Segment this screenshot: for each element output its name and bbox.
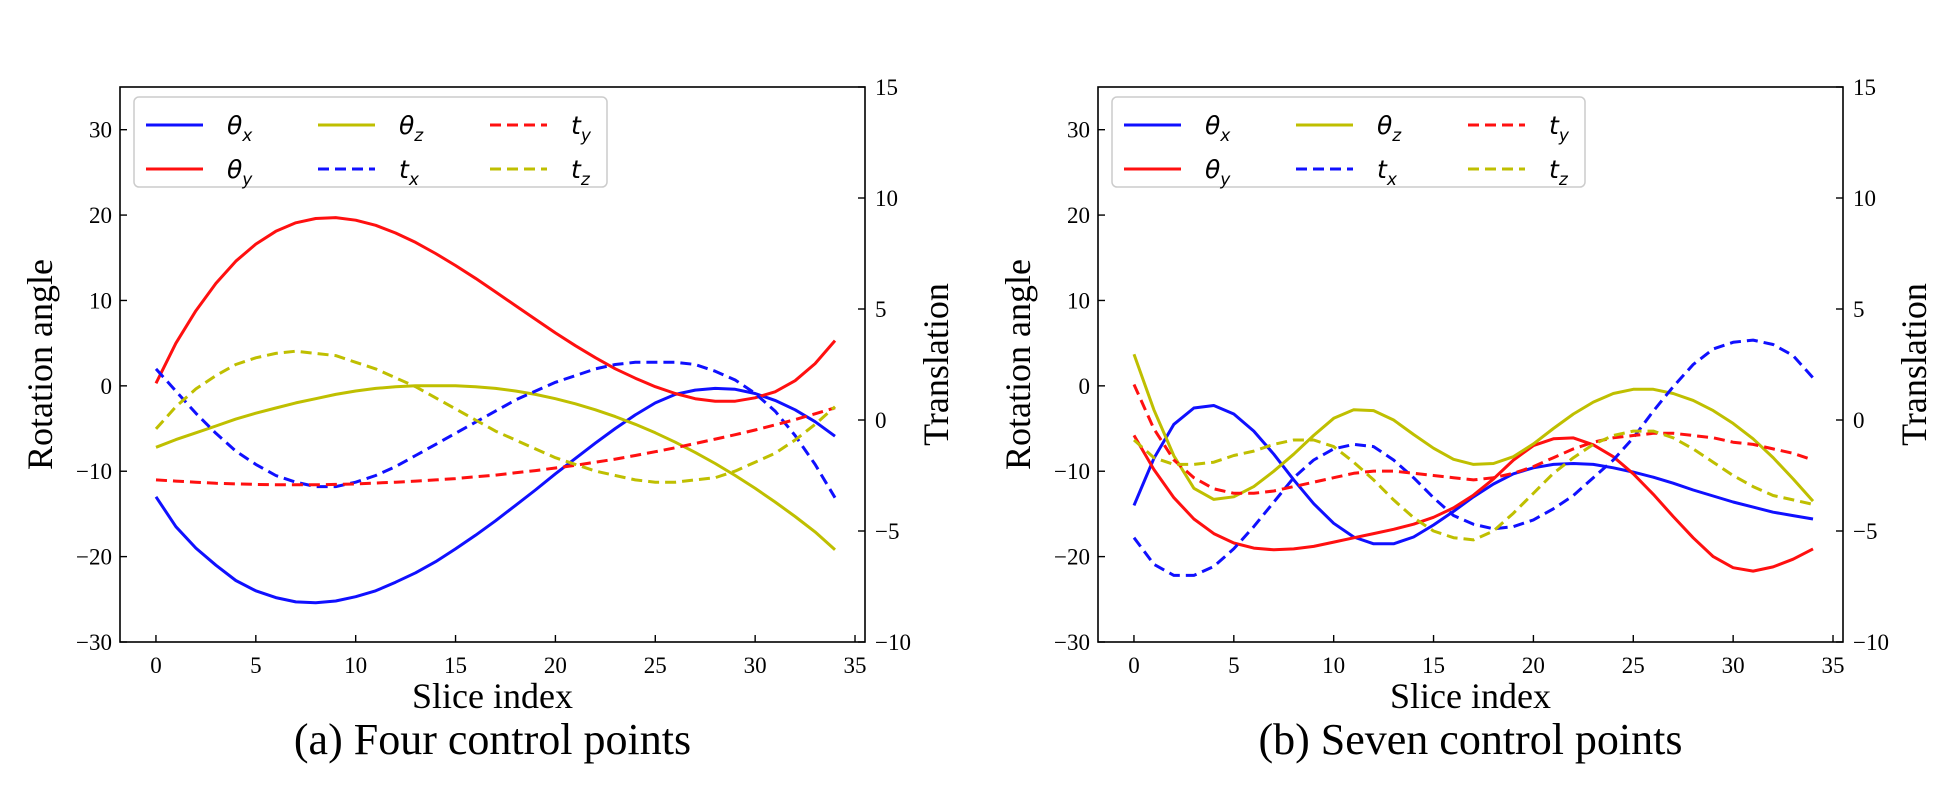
plot-frame xyxy=(119,86,866,643)
legend: θx θy θz tx ty tz xyxy=(1111,96,1586,190)
legend: θx θy θz tx ty tz xyxy=(133,96,608,190)
legend-label-theta-z: θz xyxy=(1377,111,1402,146)
legend-label-theta-x: θx xyxy=(1205,111,1231,146)
legend-label-theta-y: θy xyxy=(227,155,253,190)
y-axis-title: Rotation angle xyxy=(998,259,1038,470)
y2-tick-label: 5 xyxy=(875,297,887,322)
series-line-t-y xyxy=(1132,383,1814,495)
x-tick-label: 25 xyxy=(1622,653,1645,678)
x-tick-label: 15 xyxy=(1422,653,1445,678)
y-tick-label: −30 xyxy=(1054,630,1090,655)
legend-label-theta-z: θz xyxy=(399,111,424,146)
x-tick-label: 5 xyxy=(250,653,262,678)
panel-caption: (b) Seven control points xyxy=(1258,715,1682,764)
y-tick-label: −20 xyxy=(76,545,112,570)
y-tick-label: 30 xyxy=(1067,118,1090,143)
y2-tick-label: 10 xyxy=(875,186,898,211)
x-tick-label: 5 xyxy=(1228,653,1240,678)
legend-label-t-z: tz xyxy=(571,155,591,190)
y-tick-label: 10 xyxy=(89,288,112,313)
y-tick-label: −10 xyxy=(1054,459,1090,484)
y-axis-title: Rotation angle xyxy=(20,259,60,470)
y2-tick-label: −10 xyxy=(875,630,911,655)
plot-frame xyxy=(1097,86,1844,643)
x-tick-label: 30 xyxy=(744,653,767,678)
y2-tick-label: −5 xyxy=(875,519,899,544)
y-tick-label: −20 xyxy=(1054,545,1090,570)
series-line-theta-y xyxy=(154,216,837,403)
series-line-theta-z xyxy=(1132,353,1815,503)
series-line-t-z xyxy=(154,349,836,484)
legend-label-t-x: tx xyxy=(1377,155,1398,190)
y2-tick-label: 5 xyxy=(1853,297,1865,322)
y-tick-label: 10 xyxy=(1067,288,1090,313)
legend-box xyxy=(1111,96,1586,188)
x-tick-label: 30 xyxy=(1722,653,1745,678)
y2-tick-label: 0 xyxy=(1853,408,1865,433)
y2-tick-label: 10 xyxy=(1853,186,1876,211)
y2-tick-label: −10 xyxy=(1853,630,1889,655)
series-line-theta-z xyxy=(155,384,837,551)
y-tick-label: −10 xyxy=(76,459,112,484)
legend-box xyxy=(133,96,608,188)
series-line-t-z xyxy=(1133,429,1814,542)
y-tick-label: 0 xyxy=(1079,374,1091,399)
x-tick-label: 15 xyxy=(444,653,467,678)
legend-label-t-z: tz xyxy=(1549,155,1569,190)
panel-a: 0 5 10 15 20 25 30 35 −30 −20 −10 0 10 20 30 −10 −5 0 5 10 1… xyxy=(20,75,956,764)
panel-caption: (a) Four control points xyxy=(294,715,691,764)
series-line-t-y xyxy=(155,406,836,487)
x-tick-label: 20 xyxy=(1522,653,1545,678)
series-line-t-x xyxy=(154,360,837,499)
y2-tick-label: −5 xyxy=(1853,519,1877,544)
y-tick-label: 20 xyxy=(89,203,112,228)
legend-label-theta-x: θx xyxy=(227,111,253,146)
series-line-theta-y xyxy=(1132,434,1814,573)
y-tick-label: 0 xyxy=(101,374,113,399)
legend-label-theta-y: θy xyxy=(1205,155,1231,190)
y-tick-label: 20 xyxy=(1067,203,1090,228)
x-tick-label: 0 xyxy=(1128,653,1140,678)
x-tick-label: 10 xyxy=(1322,653,1345,678)
x-tick-label: 25 xyxy=(644,653,667,678)
x-tick-label: 0 xyxy=(150,653,162,678)
y-tick-label: 30 xyxy=(89,118,112,143)
x-tick-label: 10 xyxy=(344,653,367,678)
y2-tick-label: 15 xyxy=(1853,75,1876,100)
series-lines xyxy=(1132,338,1815,577)
x-tick-label: 35 xyxy=(844,653,867,678)
legend-label-t-x: tx xyxy=(399,155,420,190)
x-tick-label: 20 xyxy=(544,653,567,678)
x-axis-title: Slice index xyxy=(412,676,573,716)
legend-label-t-y: ty xyxy=(571,111,592,146)
y2-axis-title: Translation xyxy=(1894,283,1934,446)
y2-tick-label: 0 xyxy=(875,408,887,433)
series-lines xyxy=(154,216,837,605)
x-axis-title: Slice index xyxy=(1390,676,1551,716)
x-tick-label: 35 xyxy=(1822,653,1845,678)
y2-tick-label: 15 xyxy=(875,75,898,100)
y2-axis-title: Translation xyxy=(916,283,956,446)
series-line-t-x xyxy=(1132,338,1815,577)
y-tick-label: −30 xyxy=(76,630,112,655)
legend-label-t-y: ty xyxy=(1549,111,1570,146)
panel-b: 0 5 10 15 20 25 30 35 −30 −20 −10 0 10 20 30 −10 −5 0 5 10 1… xyxy=(998,75,1934,764)
series-line-theta-x xyxy=(154,386,836,605)
